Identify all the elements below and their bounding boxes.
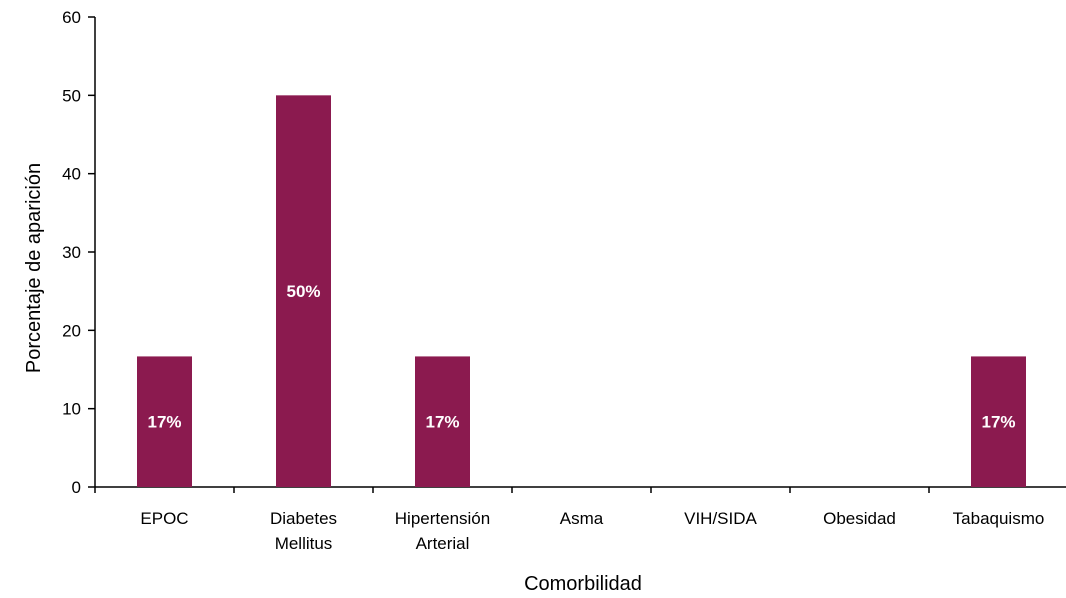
category-label-line: Obesidad (823, 509, 896, 528)
category-label: Obesidad (823, 509, 896, 528)
category-label-line: Tabaquismo (953, 509, 1045, 528)
category-label-line: VIH/SIDA (684, 509, 757, 528)
y-tick-label: 20 (62, 321, 81, 340)
category-label: Asma (560, 509, 604, 528)
x-ticks (94, 487, 930, 493)
data-label: 17% (981, 413, 1015, 432)
category-labels: EPOC Diabetes Mellitus Hipertensión Arterial… (140, 509, 1044, 553)
category-label-line: Arterial (416, 534, 470, 553)
category-label-line: Diabetes (270, 509, 337, 528)
y-tick-label: 50 (62, 86, 81, 105)
data-labels: 17% 50% 17% 17% (147, 282, 1015, 432)
x-axis-title: Comorbilidad (524, 573, 642, 595)
data-label: 17% (147, 413, 181, 432)
y-tick-label: 40 (62, 165, 81, 184)
bars (137, 95, 1026, 487)
category-label: Diabetes Mellitus (270, 509, 337, 553)
y-axis: 0 10 20 30 40 50 60 (62, 8, 96, 497)
y-tick-label: 60 (62, 8, 81, 27)
category-label: VIH/SIDA (684, 509, 757, 528)
x-axis (94, 486, 1066, 493)
category-label: Hipertensión Arterial (395, 509, 490, 553)
bar (415, 356, 470, 487)
y-tick-label: 30 (62, 243, 81, 262)
data-label: 50% (286, 282, 320, 301)
category-label: EPOC (140, 509, 188, 528)
category-label-line: Mellitus (275, 534, 333, 553)
y-axis-title: Porcentaje de aparición (23, 163, 45, 373)
bar (137, 356, 192, 487)
bar (276, 95, 331, 487)
category-label-line: Hipertensión (395, 509, 490, 528)
data-label: 17% (425, 413, 459, 432)
category-label: Tabaquismo (953, 509, 1045, 528)
category-label-line: Asma (560, 509, 604, 528)
bar (971, 356, 1026, 487)
y-ticks: 0 10 20 30 40 50 60 (62, 8, 95, 497)
y-tick-label: 0 (72, 478, 81, 497)
category-label-line: EPOC (140, 509, 188, 528)
y-tick-label: 10 (62, 400, 81, 419)
